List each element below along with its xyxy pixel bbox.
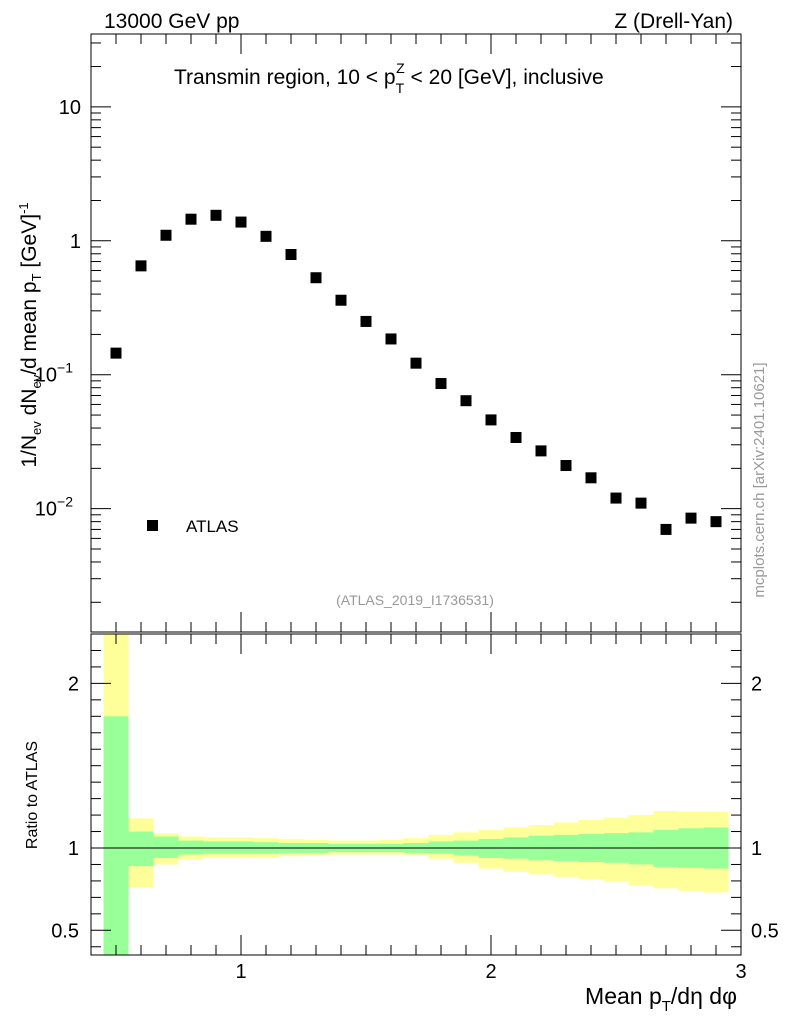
- y-tick-label-base: 10: [35, 499, 57, 521]
- ratio-y-tick-label: 1: [68, 838, 79, 860]
- y-tick-label: 10: [59, 97, 81, 119]
- x-ticks: 1 2 3: [115, 634, 747, 983]
- data-point: [310, 272, 322, 284]
- data-point: [210, 209, 222, 221]
- x-label-post: /dη dφ: [671, 983, 737, 1009]
- ratio-y-tick-label: 2: [68, 673, 79, 695]
- data-point: [135, 260, 147, 272]
- legend-marker: [147, 520, 158, 531]
- analysis-id: (ATLAS_2019_I1736531): [336, 592, 494, 608]
- y-label-b-sub: ev: [29, 374, 44, 388]
- data-point: [360, 315, 372, 327]
- data-point: [285, 249, 297, 261]
- data-point: [585, 472, 597, 484]
- x-label-pre: Mean p: [585, 983, 662, 1009]
- y-label-d: [GeV]: [18, 214, 41, 274]
- ratio-stat-band: [153, 836, 179, 858]
- y-tick-label-exp: −1: [57, 360, 73, 376]
- mcplots-watermark: mcplots.cern.ch [arXiv:2401.10621]: [751, 362, 768, 597]
- y-label-a: 1/N: [18, 435, 41, 468]
- x-label-sub: T: [662, 998, 671, 1015]
- y-tick-label: 10−1: [35, 360, 73, 387]
- data-point: [185, 213, 197, 225]
- main-y-label: 1/Nev dNev/d mean pT [GeV]-1: [16, 202, 44, 467]
- ratio-stat-band: [103, 716, 129, 955]
- y-label-c-sub: T: [29, 273, 44, 281]
- data-point: [110, 347, 122, 359]
- ratio-y-label: Ratio to ATLAS: [24, 741, 41, 849]
- y-label-c: /d mean p: [18, 281, 41, 374]
- data-point: [635, 497, 647, 509]
- data-point: [235, 216, 247, 228]
- plot-title-post: < 20 [GeV], inclusive: [405, 66, 604, 89]
- y-label-a-sub: ev: [29, 421, 44, 435]
- data-point: [610, 492, 622, 504]
- data-point: [660, 523, 672, 535]
- y-tick-label-exp: −2: [57, 494, 73, 510]
- header-right: Z (Drell-Yan): [614, 10, 733, 33]
- ratio-y-tick-label: 0.5: [51, 920, 79, 942]
- main-plot-frame: [90, 33, 742, 633]
- data-point: [510, 431, 522, 443]
- data-point: [560, 460, 572, 472]
- plot-title-pre: Transmin region, 10 < p: [174, 66, 396, 89]
- data-points: [110, 209, 722, 535]
- ratio-y-tick-label-right: 0.5: [751, 920, 779, 942]
- data-point: [260, 230, 272, 242]
- data-point: [160, 229, 172, 241]
- x-tick-label: 2: [485, 961, 496, 983]
- ratio-plot-frame: [90, 633, 742, 956]
- x-tick-label: 3: [735, 961, 746, 983]
- x-axis-label: Mean pT/dη dφ: [585, 983, 737, 1015]
- header-left: 13000 GeV pp: [104, 10, 239, 33]
- data-point: [435, 378, 447, 390]
- ratio-y-tick-label-right: 1: [751, 838, 762, 860]
- data-point: [385, 333, 397, 345]
- ratio-bands: [103, 634, 729, 955]
- ratio-y-ticks: 0.5 0.5 1 1 2 2: [51, 649, 779, 948]
- data-point: [485, 414, 497, 426]
- ratio-plot-panel: 0.5 0.5 1 1 2 2 1 2 3 Ratio to ATLAS: [24, 633, 779, 983]
- data-point: [335, 294, 347, 306]
- y-tick-label: 1: [70, 231, 81, 253]
- plot-title: Transmin region, 10 < pTZ < 20 [GeV], in…: [174, 60, 604, 96]
- plot-title-sup: Z: [396, 60, 405, 76]
- data-point: [685, 512, 697, 524]
- data-point: [410, 357, 422, 369]
- y-label-b: dN: [18, 389, 41, 422]
- data-point: [535, 445, 547, 457]
- data-point: [460, 395, 472, 407]
- ratio-stat-band: [128, 831, 154, 867]
- ratio-y-tick-label-right: 2: [751, 673, 762, 695]
- plot-title-sub: T: [396, 80, 405, 96]
- data-point: [710, 516, 722, 528]
- y-tick-label-base: 10: [35, 365, 57, 387]
- x-tick-label: 1: [235, 961, 246, 983]
- legend: ATLAS: [147, 517, 239, 536]
- y-tick-label: 10−2: [35, 494, 73, 521]
- y-label-d-sup: -1: [16, 202, 31, 214]
- legend-label: ATLAS: [186, 517, 239, 536]
